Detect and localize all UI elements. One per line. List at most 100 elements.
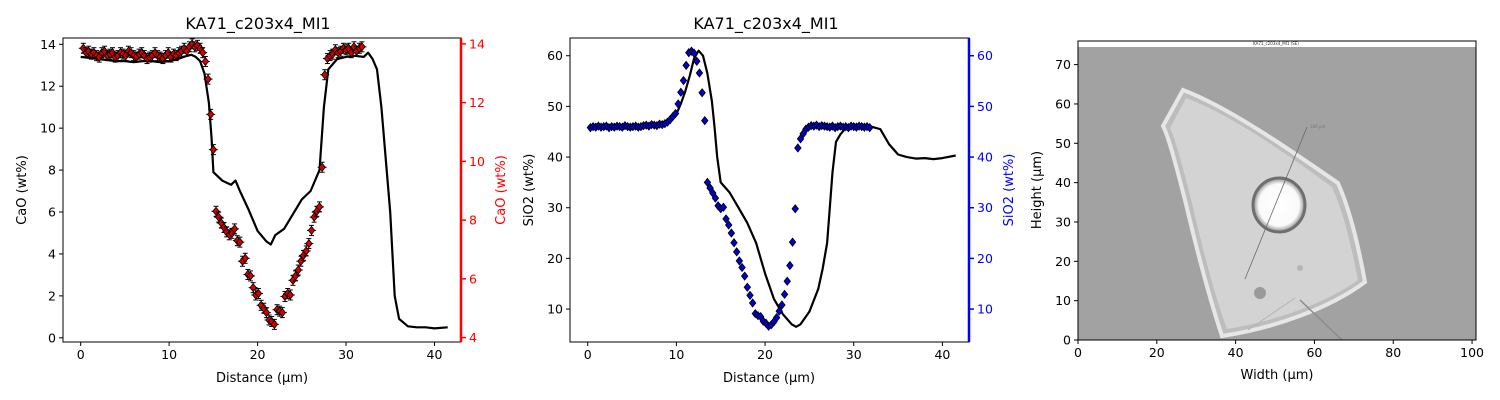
y-tick-label: 40 [1055, 175, 1071, 190]
right-y-tick-label: 40 [977, 150, 993, 165]
right-y-axis-label: SiO2 (wt%) [1002, 154, 1017, 227]
right-y-tick-label: 10 [977, 302, 993, 317]
data-point [307, 224, 317, 236]
data-point [748, 298, 757, 308]
data-point [698, 88, 706, 98]
data-point [794, 143, 802, 153]
image-header-text: KA71_c203x4_MI1 (SE) [1253, 41, 1299, 46]
cao-profile-chart: KA71_c203x4_MI1 0 10 20 30 40 0 2 4 6 8 10 12 14 4 6… [15, 14, 509, 386]
data-point [293, 264, 303, 276]
data-point [783, 276, 791, 286]
data-point [304, 238, 314, 250]
data-point [269, 318, 279, 330]
chart-title: KA71_c203x4_MI1 [693, 14, 838, 34]
y-tick-label: 14 [40, 37, 56, 52]
data-point [291, 270, 301, 282]
y-axis-label: SiO2 (wt%) [522, 154, 537, 227]
y-axis-label: Height (µm) [1030, 151, 1045, 229]
x-axis-ticks: 0 20 40 60 80 100 [1074, 340, 1484, 360]
y-tick-label: 10 [547, 302, 563, 317]
x-axis-ticks: 0 10 20 30 40 [77, 342, 443, 362]
data-point [743, 282, 752, 292]
data-point [690, 48, 698, 58]
data-point [230, 223, 240, 235]
data-point [772, 313, 781, 323]
data-point [253, 288, 263, 300]
x-tick-label: 10 [161, 347, 177, 362]
y-tick-label: 0 [48, 330, 56, 345]
data-point [235, 236, 245, 248]
right-y-tick-label: 14 [469, 36, 485, 51]
x-tick-label: 60 [1306, 345, 1322, 360]
y-tick-label: 30 [547, 200, 563, 215]
x-tick-label: 40 [934, 347, 950, 362]
y-tick-label: 6 [48, 205, 56, 220]
right-y-tick-label: 4 [469, 330, 477, 345]
image-scale-note: 100 µm [1310, 124, 1325, 129]
series-line [80, 51, 448, 330]
x-axis-label: Width (µm) [1241, 368, 1314, 383]
data-point [679, 75, 688, 86]
crack-line [1299, 299, 1343, 340]
data-point [214, 211, 224, 223]
data-point [208, 144, 218, 156]
right-y-tick-label: 30 [977, 200, 993, 215]
y-tick-label: 12 [40, 79, 56, 94]
y-tick-label: 30 [1055, 214, 1071, 229]
data-point [243, 268, 253, 280]
y-tick-label: 20 [547, 251, 563, 266]
x-tick-label: 0 [584, 347, 592, 362]
right-y-tick-label: 12 [469, 95, 485, 110]
data-point [81, 47, 91, 59]
y-axis-label: CaO (wt%) [15, 155, 30, 225]
profile-traverse-line [1244, 126, 1308, 280]
se-image-panel: KA71_c203x4_MI1 (SE) 100 µm 0 20 40 60 80 100… [1030, 40, 1484, 383]
right-y-tick-label: 6 [469, 271, 477, 286]
data-point [314, 201, 324, 213]
right-y-axis-ticks: 4 6 8 10 12 14 [461, 36, 485, 345]
data-point [285, 289, 295, 301]
data-point [320, 69, 330, 81]
data-point [246, 270, 256, 282]
y-tick-label: 10 [1055, 293, 1071, 308]
y-tick-label: 4 [48, 246, 56, 261]
x-tick-label: 20 [757, 347, 773, 362]
data-point [203, 73, 213, 85]
data-point [682, 60, 690, 71]
x-tick-label: 30 [338, 347, 354, 362]
right-y-tick-label: 20 [977, 251, 993, 266]
chart-title: KA71_c203x4_MI1 [185, 14, 330, 34]
data-point [775, 306, 783, 316]
data-point [780, 289, 789, 300]
data-point [738, 262, 746, 273]
x-tick-label: 0 [77, 347, 85, 362]
dark-spot [1297, 265, 1303, 271]
x-axis-label: Distance (µm) [216, 371, 308, 386]
data-point [746, 290, 754, 301]
data-point [703, 177, 712, 188]
y-tick-label: 50 [1055, 136, 1071, 151]
data-point [317, 161, 327, 173]
x-tick-label: 40 [427, 347, 443, 362]
x-tick-label: 100 [1460, 345, 1484, 360]
right-y-axis-label: CaO (wt%) [494, 155, 509, 225]
data-point [277, 307, 287, 319]
data-point [240, 252, 250, 264]
y-tick-label: 50 [547, 99, 563, 114]
y-axis-ticks: 0 10 20 30 40 50 60 70 [1055, 57, 1078, 348]
data-point [677, 87, 685, 97]
y-tick-label: 8 [48, 163, 56, 178]
data-point [778, 300, 786, 310]
data-point [142, 53, 152, 65]
vesicle [1251, 176, 1307, 234]
data-point [791, 204, 799, 214]
x-tick-label: 30 [846, 347, 862, 362]
sio2-profile-chart: KA71_c203x4_MI1 0 10 20 30 40 10 20 30 40 50 60 1… [522, 14, 1017, 386]
y-tick-label: 60 [547, 48, 563, 63]
data-point [693, 56, 701, 66]
x-tick-label: 80 [1385, 345, 1401, 360]
data-point [701, 115, 709, 126]
data-point [732, 247, 741, 257]
plot-frame [1077, 40, 1477, 341]
